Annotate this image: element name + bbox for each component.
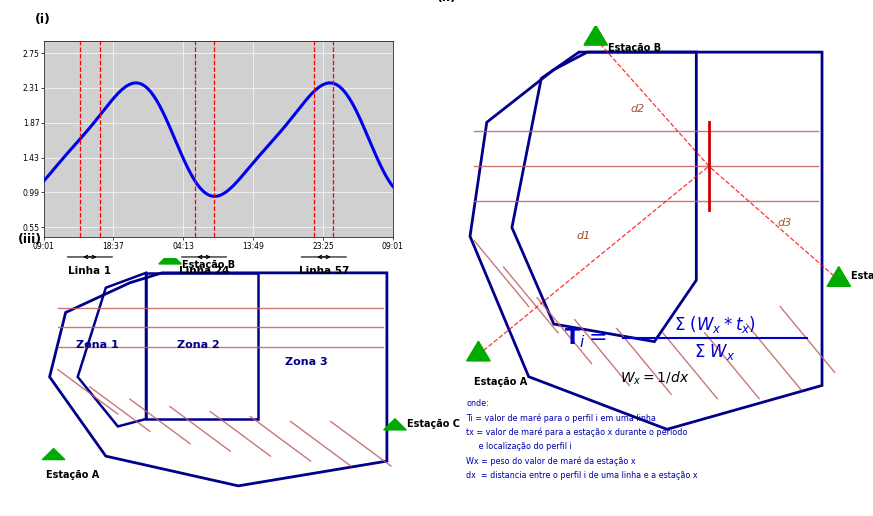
Text: d2: d2 bbox=[630, 104, 645, 114]
Text: dx  = distancia entre o perfil i de uma linha e a estação x: dx = distancia entre o perfil i de uma l… bbox=[466, 471, 698, 480]
Text: $\Sigma\ (W_x * t_x)$: $\Sigma\ (W_x * t_x)$ bbox=[674, 314, 756, 335]
Text: $\mathbf{T}_i=$: $\mathbf{T}_i=$ bbox=[564, 327, 607, 350]
Text: (ii): (ii) bbox=[436, 0, 457, 4]
Text: $W_x = 1/dx$: $W_x = 1/dx$ bbox=[620, 369, 690, 386]
Text: Ti = valor de maré para o perfil i em uma linha: Ti = valor de maré para o perfil i em um… bbox=[466, 413, 656, 423]
Text: tx = valor de maré para a estação x durante o período: tx = valor de maré para a estação x dura… bbox=[466, 428, 687, 437]
Polygon shape bbox=[43, 448, 65, 460]
Text: Estação A: Estação A bbox=[474, 377, 527, 386]
Polygon shape bbox=[584, 25, 608, 45]
Text: Linha 1: Linha 1 bbox=[68, 266, 112, 276]
Text: d3: d3 bbox=[777, 218, 792, 228]
Text: Linha 57: Linha 57 bbox=[299, 266, 349, 276]
Polygon shape bbox=[159, 253, 182, 264]
Text: Estação C: Estação C bbox=[407, 419, 460, 429]
Text: Linha 24: Linha 24 bbox=[179, 266, 230, 276]
Polygon shape bbox=[467, 341, 490, 361]
Text: $\Sigma\ W_x$: $\Sigma\ W_x$ bbox=[694, 343, 736, 362]
Polygon shape bbox=[827, 267, 850, 286]
Text: onde:: onde: bbox=[466, 399, 489, 408]
Text: d1: d1 bbox=[576, 231, 590, 241]
Text: Zona 1: Zona 1 bbox=[77, 340, 119, 350]
Text: (iii): (iii) bbox=[17, 233, 42, 246]
Text: Estação C: Estação C bbox=[851, 271, 873, 281]
Text: e localização do perfil i: e localização do perfil i bbox=[466, 442, 572, 451]
Text: Wx = peso do valor de maré da estação x: Wx = peso do valor de maré da estação x bbox=[466, 457, 636, 466]
Text: Zona 3: Zona 3 bbox=[285, 357, 328, 367]
Text: Estação B: Estação B bbox=[608, 43, 662, 53]
Text: Zona 2: Zona 2 bbox=[177, 340, 219, 350]
Text: (i): (i) bbox=[35, 13, 51, 26]
Text: Estação B: Estação B bbox=[182, 261, 235, 270]
Polygon shape bbox=[384, 419, 406, 430]
Text: Estação A: Estação A bbox=[45, 470, 99, 480]
